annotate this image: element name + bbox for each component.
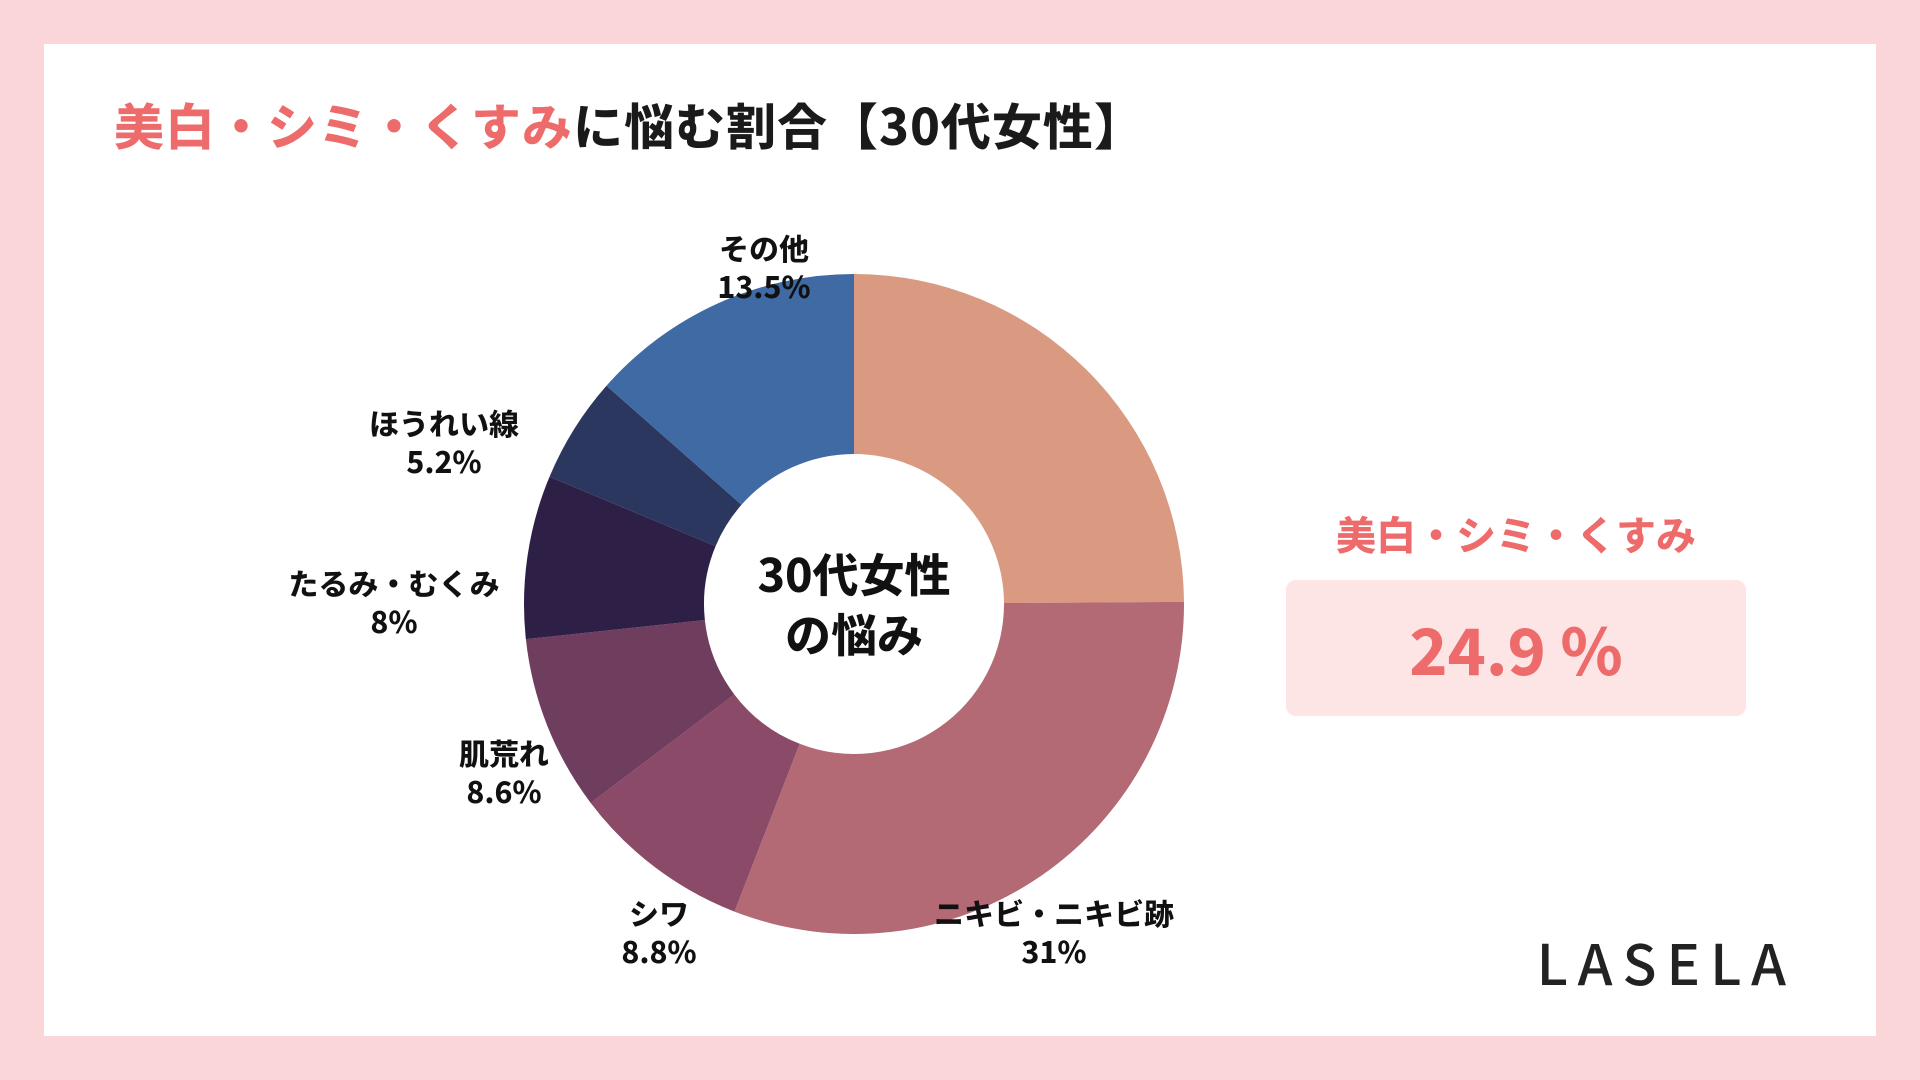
callout-value: 24.9 % bbox=[1286, 580, 1746, 716]
slice-pct: 8.6% bbox=[459, 772, 549, 810]
slice-label: 肌荒れ8.6% bbox=[459, 734, 549, 809]
slice-label: ほうれい線5.2% bbox=[369, 404, 519, 479]
slice-pct: 8% bbox=[288, 602, 499, 640]
slice-label: ニキビ・ニキビ跡31% bbox=[934, 894, 1174, 969]
donut-chart: 30代女性 の悩み ニキビ・ニキビ跡31%シワ8.8%肌荒れ8.6%たるみ・むく… bbox=[464, 214, 1244, 994]
callout-title: 美白・シミ・くすみ bbox=[1286, 504, 1746, 562]
slice-label: その他13.5% bbox=[717, 229, 810, 304]
chart-center-label: 30代女性 の悩み bbox=[757, 544, 950, 664]
center-line2: の悩み bbox=[757, 604, 950, 664]
brand-logo: LASELA bbox=[1537, 921, 1796, 1002]
slice-name: シワ bbox=[621, 894, 696, 932]
slice-name: ニキビ・ニキビ跡 bbox=[934, 894, 1174, 932]
slice-name: 肌荒れ bbox=[459, 734, 549, 772]
slice-label: たるみ・むくみ8% bbox=[288, 564, 499, 639]
slice-name: たるみ・むくみ bbox=[288, 564, 499, 602]
title-highlight: 美白・シミ・くすみ bbox=[114, 88, 573, 160]
slice-pct: 13.5% bbox=[717, 267, 810, 305]
center-line1: 30代女性 bbox=[757, 544, 950, 604]
callout: 美白・シミ・くすみ 24.9 % bbox=[1286, 504, 1746, 716]
slice-pct: 31% bbox=[934, 932, 1174, 970]
slice-pct: 5.2% bbox=[369, 442, 519, 480]
page-border: 美白・シミ・くすみに悩む割合【30代女性】 30代女性 の悩み ニキビ・ニキビ跡… bbox=[0, 0, 1920, 1080]
panel: 美白・シミ・くすみに悩む割合【30代女性】 30代女性 の悩み ニキビ・ニキビ跡… bbox=[44, 44, 1876, 1036]
slice-name: ほうれい線 bbox=[369, 404, 519, 442]
page-title: 美白・シミ・くすみに悩む割合【30代女性】 bbox=[114, 88, 1806, 160]
slice-pct: 8.8% bbox=[621, 932, 696, 970]
slice-name: その他 bbox=[717, 229, 810, 267]
slice-label: シワ8.8% bbox=[621, 894, 696, 969]
title-rest: に悩む割合【30代女性】 bbox=[573, 88, 1145, 160]
